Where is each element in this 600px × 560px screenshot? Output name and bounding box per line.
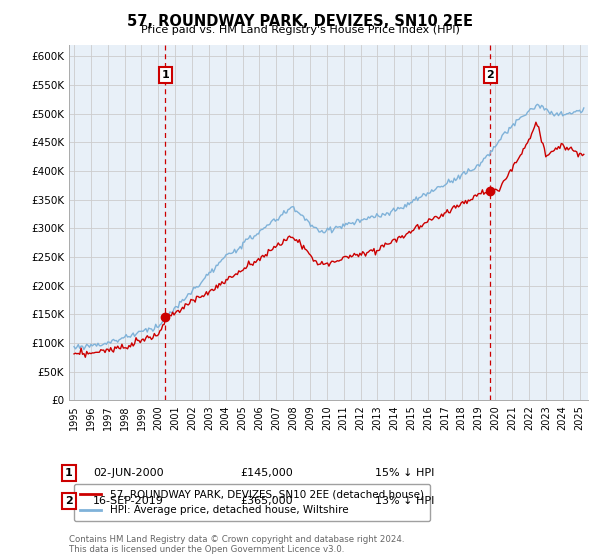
Text: 57, ROUNDWAY PARK, DEVIZES, SN10 2EE: 57, ROUNDWAY PARK, DEVIZES, SN10 2EE — [127, 14, 473, 29]
Text: 2: 2 — [65, 496, 73, 506]
Text: Price paid vs. HM Land Registry's House Price Index (HPI): Price paid vs. HM Land Registry's House … — [140, 25, 460, 35]
Text: 16-SEP-2019: 16-SEP-2019 — [93, 496, 164, 506]
Text: 02-JUN-2000: 02-JUN-2000 — [93, 468, 164, 478]
Text: 1: 1 — [161, 70, 169, 80]
Text: 15% ↓ HPI: 15% ↓ HPI — [375, 468, 434, 478]
Text: Contains HM Land Registry data © Crown copyright and database right 2024.
This d: Contains HM Land Registry data © Crown c… — [69, 535, 404, 554]
Text: £145,000: £145,000 — [240, 468, 293, 478]
Text: 2: 2 — [487, 70, 494, 80]
Legend: 57, ROUNDWAY PARK, DEVIZES, SN10 2EE (detached house), HPI: Average price, detac: 57, ROUNDWAY PARK, DEVIZES, SN10 2EE (de… — [74, 484, 430, 521]
Text: 1: 1 — [65, 468, 73, 478]
Text: £365,000: £365,000 — [240, 496, 293, 506]
Text: 13% ↓ HPI: 13% ↓ HPI — [375, 496, 434, 506]
